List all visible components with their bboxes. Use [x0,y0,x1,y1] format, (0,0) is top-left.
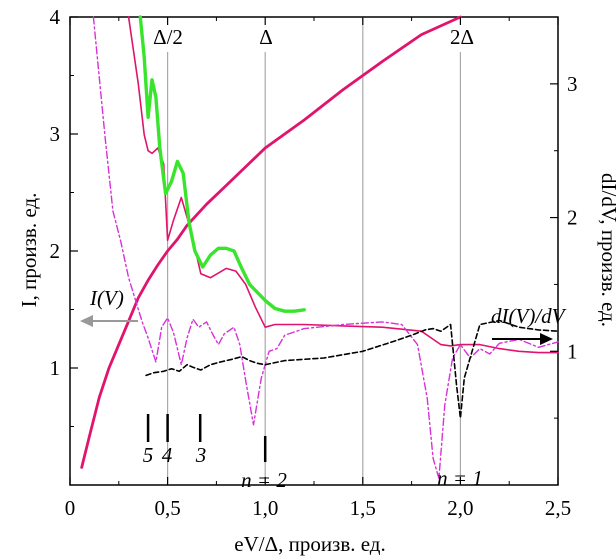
iv-arrow-head [80,315,93,327]
didv-arrow-head [540,333,553,345]
vline-label-two-delta: 2Δ [450,25,474,49]
series-line-solid-thick [80,15,462,469]
series-line-solid-green [138,15,306,313]
x-tick-label-4: 2,0 [447,496,473,520]
y-left-tick-label-1: 2 [50,239,61,263]
y-right-tick-label-2: 3 [567,72,578,96]
didv-arrow-label: dI(V)/dV [491,304,567,328]
subharmonic-label-5: 5 [143,443,154,467]
subharmonic-label-4: 4 [162,443,173,467]
x-tick-label-5: 2,5 [545,496,571,520]
series-line-dashed [145,319,559,419]
vertical-reference-lines [167,17,461,485]
plot-frame [69,16,559,486]
x-axis-title: eV/Δ, произв. ед. [234,532,386,556]
y-left-tick-label-3: 4 [50,5,61,29]
y-right-tick-label-1: 2 [567,206,578,230]
series-line-solid-thin [127,16,559,354]
vline-label-delta: Δ [259,25,273,49]
series-line-dash-dot [92,16,559,479]
y-right-axis-title: dI/dV, произв. ед. [597,173,616,327]
x-tick-label-1: 0,5 [154,496,180,520]
iv-arrow-label: I(V) [89,286,124,310]
y-left-tick-label-2: 3 [50,122,61,146]
n2-label: n = 2 [241,468,287,492]
vline-label-half-delta: Δ/2 [153,25,183,49]
x-tick-label-2: 1,0 [252,496,278,520]
axis-ticks [69,16,559,485]
x-tick-label-3: 1,5 [350,496,376,520]
y-left-tick-label-0: 1 [50,356,61,380]
y-left-axis-title: I, произв. ед. [17,193,41,308]
data-series [80,15,559,479]
y-right-tick-label-0: 1 [567,339,578,363]
x-tick-label-0: 0 [65,496,76,520]
subharmonic-label-3: 3 [195,443,207,467]
n1-label: n = 1 [437,466,483,490]
